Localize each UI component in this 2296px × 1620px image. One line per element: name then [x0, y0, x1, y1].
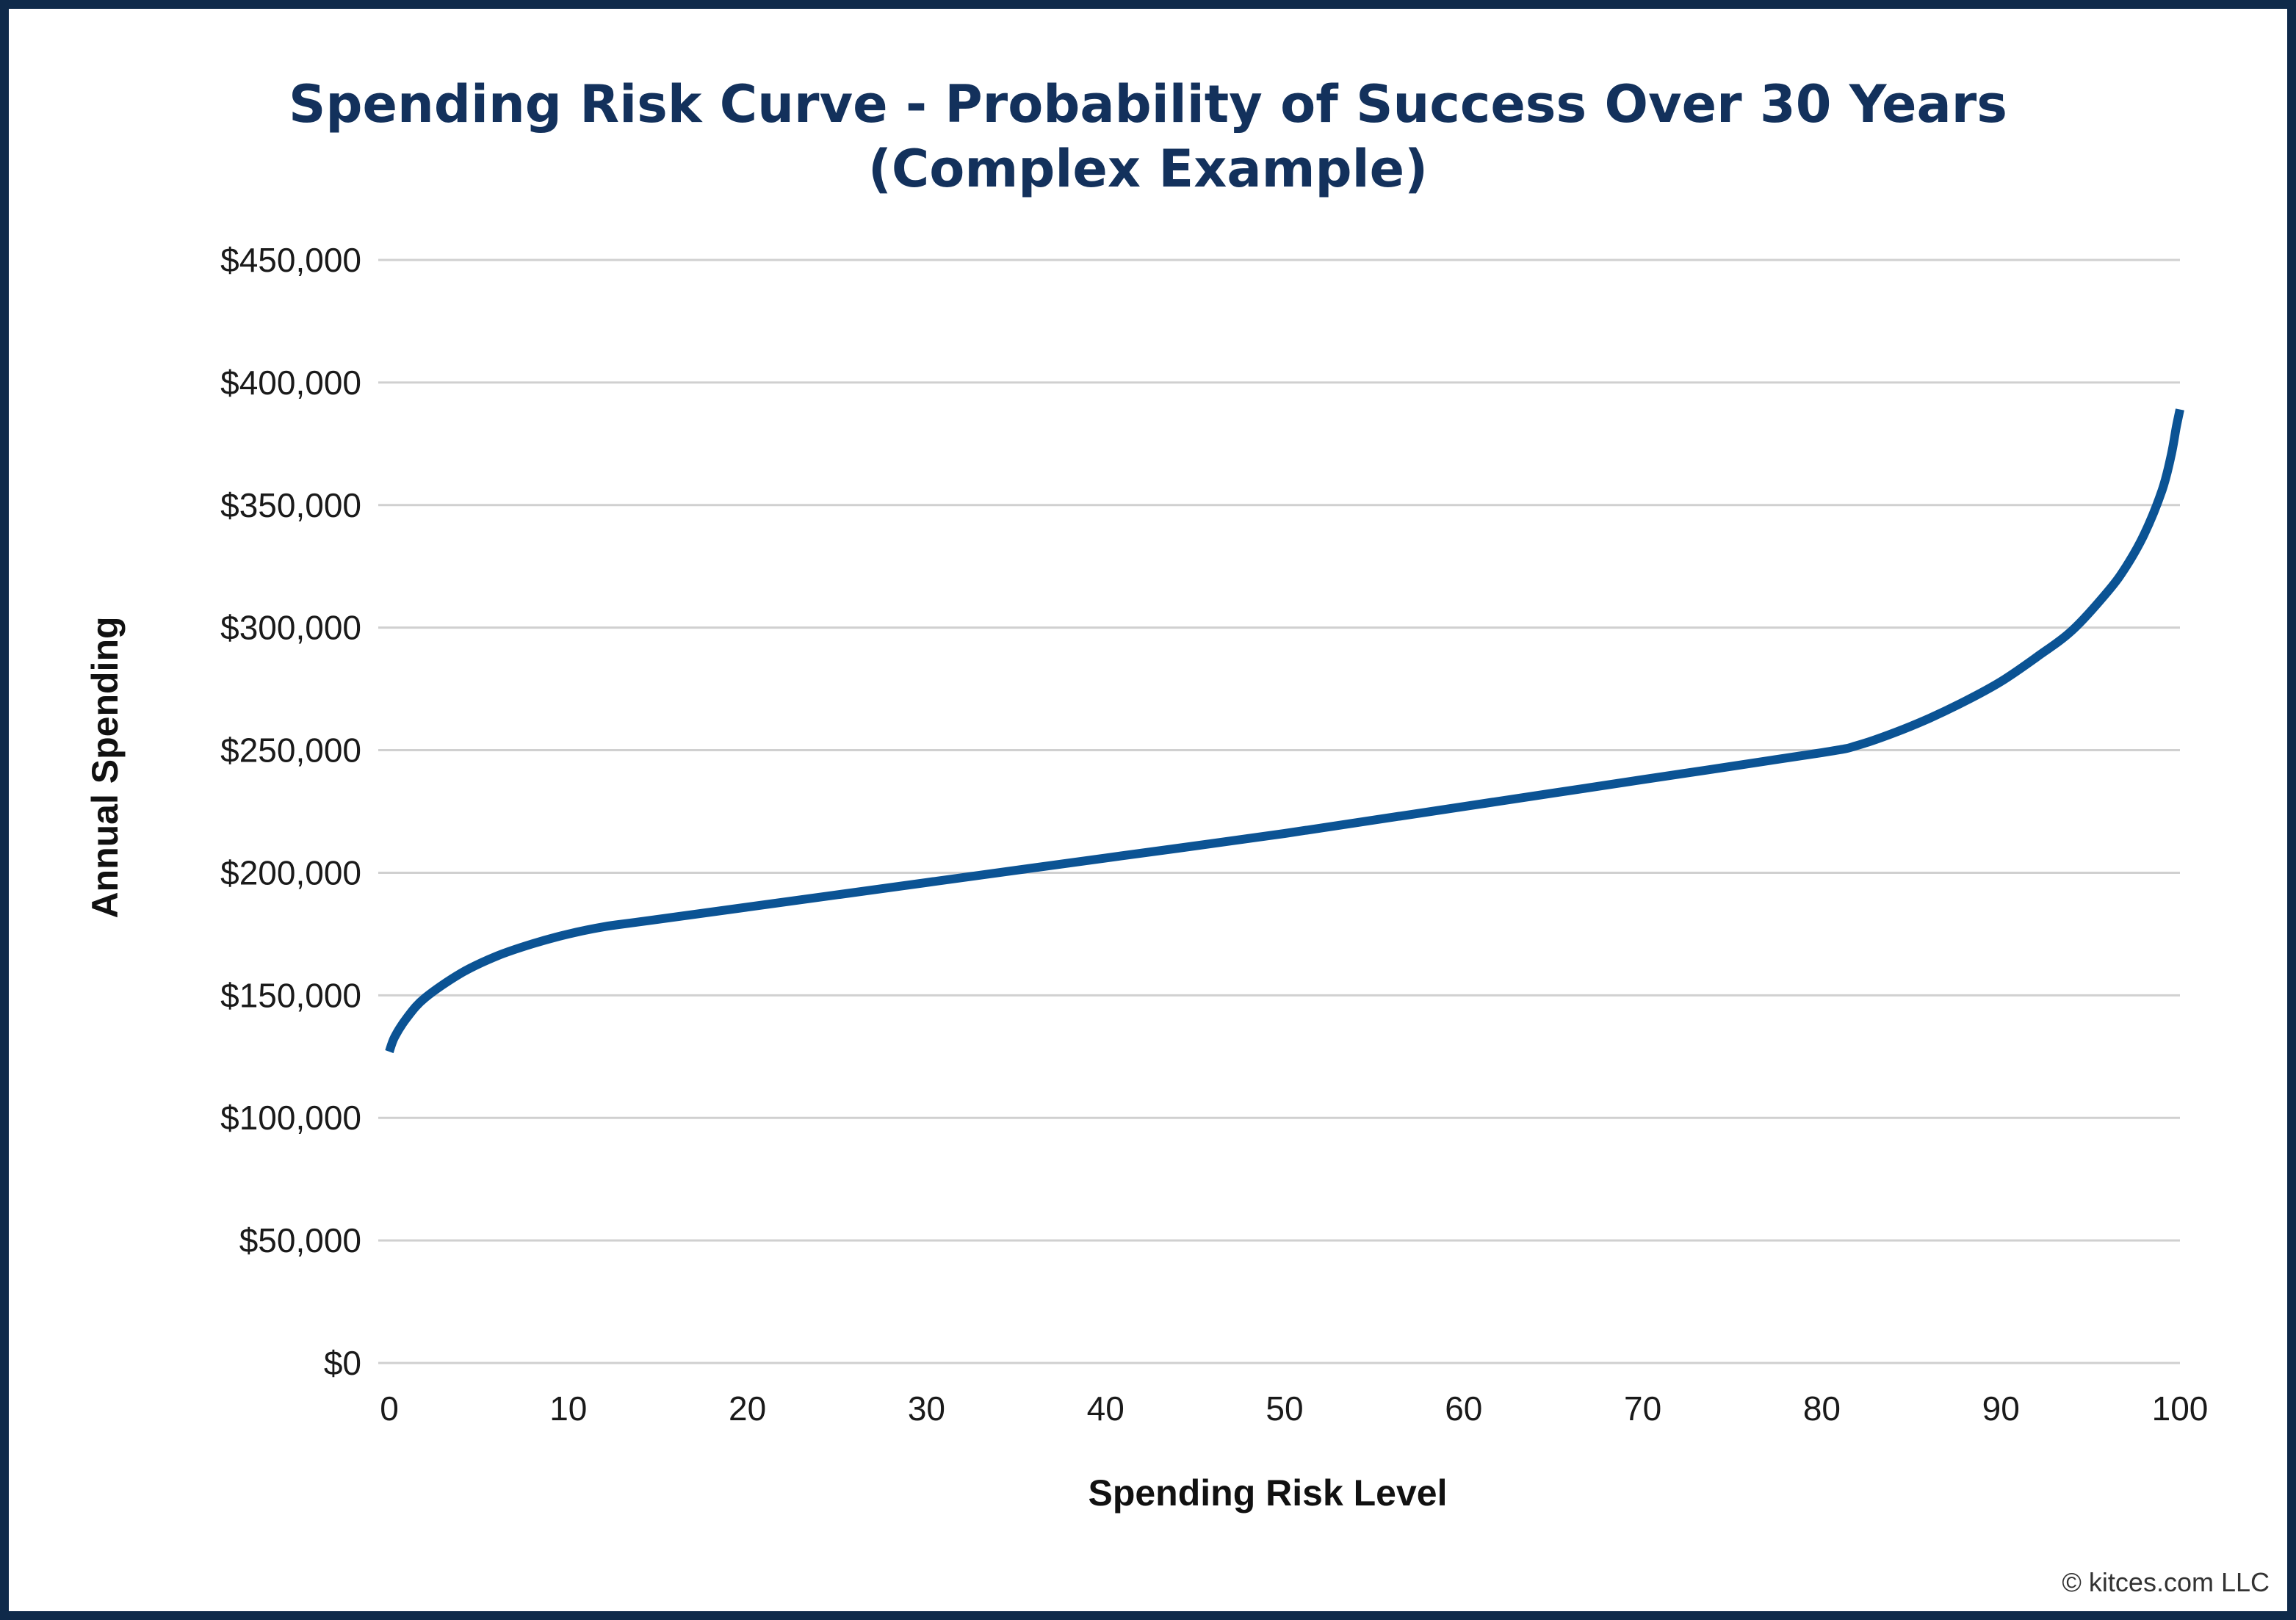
x-tick-label: 20 — [729, 1389, 766, 1428]
x-tick-label: 10 — [549, 1389, 587, 1428]
series-line — [385, 408, 2184, 1054]
y-tick-label: $0 — [324, 1344, 361, 1382]
copyright-credit: © kitces.com LLC — [2062, 1567, 2270, 1597]
gridlines — [378, 258, 2180, 1364]
y-axis-label: Annual Spending — [84, 616, 126, 918]
x-tick-label: 50 — [1266, 1389, 1303, 1428]
x-tick-label: 40 — [1087, 1389, 1124, 1428]
x-tick-label: 80 — [1803, 1389, 1841, 1428]
x-tick-label: 70 — [1624, 1389, 1661, 1428]
y-axis-ticks: $0 $50,000 $100,000 $150,000 $200,000 $250,00… — [220, 241, 361, 1382]
x-tick-label: 60 — [1445, 1389, 1482, 1428]
x-axis-label: Spending Risk Level — [1088, 1472, 1447, 1514]
y-tick-label: $450,000 — [220, 241, 361, 279]
x-tick-label: 90 — [1982, 1389, 2020, 1428]
y-tick-label: $200,000 — [220, 853, 361, 892]
y-tick-label: $50,000 — [239, 1221, 361, 1259]
chart-title-line1: Spending Risk Curve - Probability of Suc… — [289, 74, 2007, 134]
x-tick-label: 100 — [2152, 1389, 2209, 1428]
y-tick-label: $350,000 — [220, 486, 361, 524]
y-tick-label: $150,000 — [220, 976, 361, 1014]
y-tick-label: $100,000 — [220, 1099, 361, 1137]
chart-title-line2: (Complex Example) — [867, 139, 1429, 199]
y-tick-label: $250,000 — [220, 731, 361, 770]
y-tick-label: $300,000 — [220, 609, 361, 647]
y-tick-label: $400,000 — [220, 364, 361, 402]
series-lines — [385, 408, 2184, 1054]
x-tick-label: 30 — [908, 1389, 945, 1428]
x-tick-label: 0 — [380, 1389, 399, 1428]
x-axis-ticks: 0 10 20 30 40 50 60 70 80 90 100 — [380, 1389, 2208, 1428]
